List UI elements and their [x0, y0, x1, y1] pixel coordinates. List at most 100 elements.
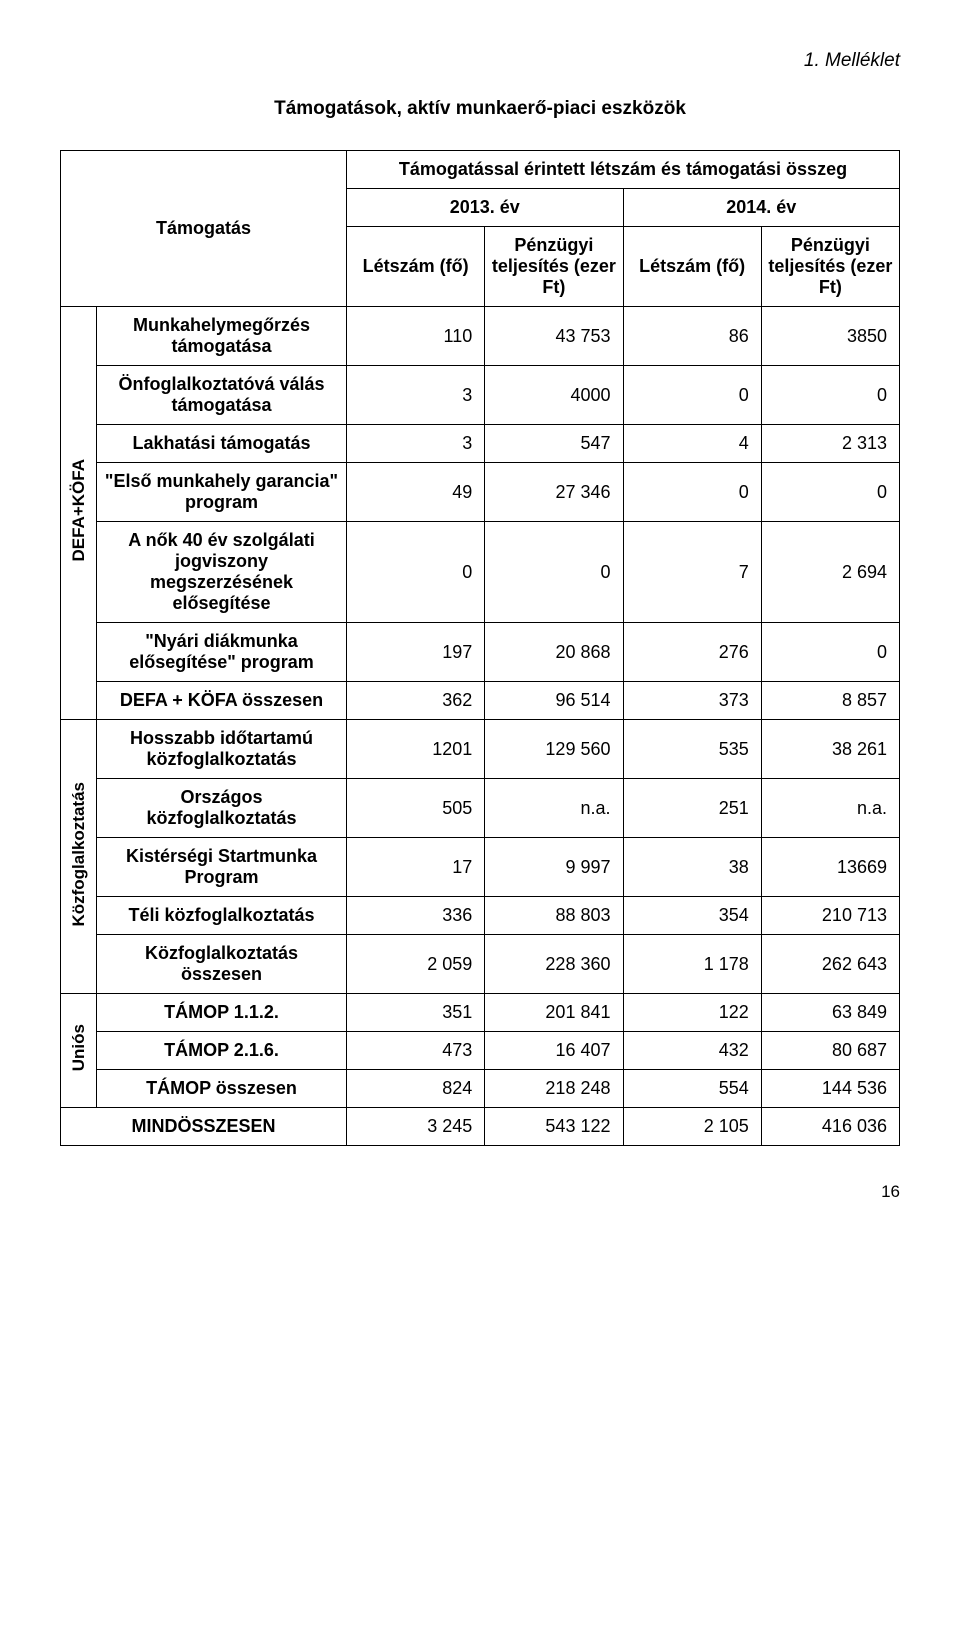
cell: 505: [347, 779, 485, 838]
cell: 86: [623, 307, 761, 366]
cell: 0: [347, 522, 485, 623]
row-label: "Nyári diákmunka elősegítése" program: [97, 623, 347, 682]
cell: 276: [623, 623, 761, 682]
cell: 0: [623, 366, 761, 425]
cell: 3: [347, 366, 485, 425]
cell: 9 997: [485, 838, 623, 897]
col-count-2013: Létszám (fő): [347, 227, 485, 307]
cell: 4000: [485, 366, 623, 425]
cell: 3: [347, 425, 485, 463]
cell: 210 713: [761, 897, 899, 935]
cell: 416 036: [761, 1108, 899, 1146]
page-title: Támogatások, aktív munkaerő-piaci eszköz…: [60, 98, 900, 120]
row-label: Kistérségi Startmunka Program: [97, 838, 347, 897]
cell: 7: [623, 522, 761, 623]
cell: 473: [347, 1032, 485, 1070]
cell: 535: [623, 720, 761, 779]
cell: 0: [485, 522, 623, 623]
row-label-total: MINDÖSSZESEN: [61, 1108, 347, 1146]
cell: n.a.: [485, 779, 623, 838]
cell: 13669: [761, 838, 899, 897]
row-label: DEFA + KÖFA összesen: [97, 682, 347, 720]
cell: 3850: [761, 307, 899, 366]
cell: 228 360: [485, 935, 623, 994]
cell: 88 803: [485, 897, 623, 935]
table-row: Közfoglalkoztatás összesen 2 059 228 360…: [61, 935, 900, 994]
table-row: "Első munkahely garancia" program 49 27 …: [61, 463, 900, 522]
page-number: 16: [60, 1182, 900, 1202]
table-row: Közfoglalkoztatás Hosszabb időtartamú kö…: [61, 720, 900, 779]
table-row: Önfoglalkoztatóvá válás támogatása 3 400…: [61, 366, 900, 425]
cell: 1 178: [623, 935, 761, 994]
cell: 0: [761, 366, 899, 425]
cell: 362: [347, 682, 485, 720]
col-money-2013: Pénzügyi teljesítés (ezer Ft): [485, 227, 623, 307]
col-money-2014: Pénzügyi teljesítés (ezer Ft): [761, 227, 899, 307]
cell: 1201: [347, 720, 485, 779]
cell: 336: [347, 897, 485, 935]
table-row: "Nyári diákmunka elősegítése" program 19…: [61, 623, 900, 682]
row-label: TÁMOP 1.1.2.: [97, 994, 347, 1032]
group-kozfog-label: Közfoglalkoztatás: [69, 782, 89, 927]
cell: 110: [347, 307, 485, 366]
cell: 16 407: [485, 1032, 623, 1070]
cell: 129 560: [485, 720, 623, 779]
cell: 354: [623, 897, 761, 935]
table-row: Támogatás Támogatással érintett létszám …: [61, 151, 900, 189]
table-row: TÁMOP 2.1.6. 473 16 407 432 80 687: [61, 1032, 900, 1070]
cell: 0: [761, 623, 899, 682]
cell: 2 059: [347, 935, 485, 994]
cell: 262 643: [761, 935, 899, 994]
cell: 0: [623, 463, 761, 522]
cell: 201 841: [485, 994, 623, 1032]
cell: 8 857: [761, 682, 899, 720]
cell: 63 849: [761, 994, 899, 1032]
table-row: DEFA+KÖFA Munkahelymegőrzés támogatása 1…: [61, 307, 900, 366]
cell: 2 313: [761, 425, 899, 463]
table-row: Országos közfoglalkoztatás 505 n.a. 251 …: [61, 779, 900, 838]
group-defa-label: DEFA+KÖFA: [69, 459, 89, 562]
cell: 17: [347, 838, 485, 897]
cell: 547: [485, 425, 623, 463]
group-defa: DEFA+KÖFA: [61, 307, 97, 720]
cell: 80 687: [761, 1032, 899, 1070]
table-row: Téli közfoglalkoztatás 336 88 803 354 21…: [61, 897, 900, 935]
cell: 554: [623, 1070, 761, 1108]
table-row: TÁMOP összesen 824 218 248 554 144 536: [61, 1070, 900, 1108]
cell: 38 261: [761, 720, 899, 779]
cell: 20 868: [485, 623, 623, 682]
cell: 3 245: [347, 1108, 485, 1146]
cell: 38: [623, 838, 761, 897]
cell: 251: [623, 779, 761, 838]
cell: n.a.: [761, 779, 899, 838]
cell: 43 753: [485, 307, 623, 366]
cell: 2 694: [761, 522, 899, 623]
cell: 27 346: [485, 463, 623, 522]
table-row: DEFA + KÖFA összesen 362 96 514 373 8 85…: [61, 682, 900, 720]
row-label: TÁMOP 2.1.6.: [97, 1032, 347, 1070]
cell: 122: [623, 994, 761, 1032]
cell: 197: [347, 623, 485, 682]
group-kozfog: Közfoglalkoztatás: [61, 720, 97, 994]
cell: 4: [623, 425, 761, 463]
cell: 543 122: [485, 1108, 623, 1146]
support-table: Támogatás Támogatással érintett létszám …: [60, 150, 900, 1146]
cell: 2 105: [623, 1108, 761, 1146]
group-unios: Uniós: [61, 994, 97, 1108]
cell: 373: [623, 682, 761, 720]
table-row: A nők 40 év szolgálati jogviszony megsze…: [61, 522, 900, 623]
row-label: Hosszabb időtartamú közfoglalkoztatás: [97, 720, 347, 779]
table-row: Kistérségi Startmunka Program 17 9 997 3…: [61, 838, 900, 897]
year-2013: 2013. év: [347, 189, 624, 227]
row-label: Országos közfoglalkoztatás: [97, 779, 347, 838]
table-superheader: Támogatással érintett létszám és támogat…: [347, 151, 900, 189]
table-row: MINDÖSSZESEN 3 245 543 122 2 105 416 036: [61, 1108, 900, 1146]
row-label: TÁMOP összesen: [97, 1070, 347, 1108]
row-label: Munkahelymegőrzés támogatása: [97, 307, 347, 366]
group-unios-label: Uniós: [69, 1024, 89, 1071]
row-label: Önfoglalkoztatóvá válás támogatása: [97, 366, 347, 425]
cell: 49: [347, 463, 485, 522]
row-header-label: Támogatás: [61, 151, 347, 307]
cell: 144 536: [761, 1070, 899, 1108]
row-label: A nők 40 év szolgálati jogviszony megsze…: [97, 522, 347, 623]
